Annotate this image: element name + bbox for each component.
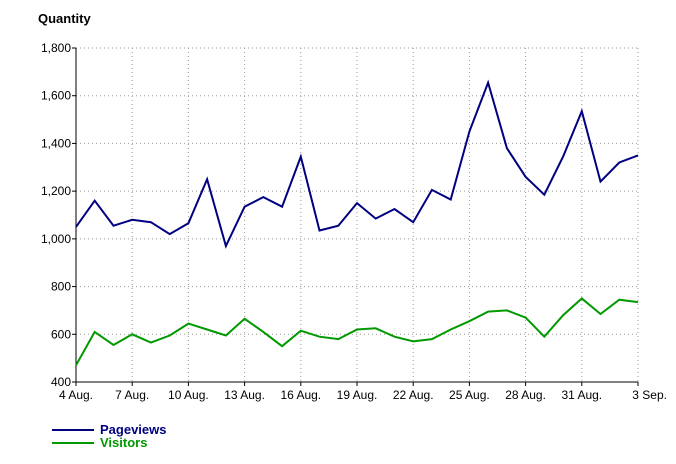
y-tick-label: 1,600	[41, 89, 71, 103]
x-tick-label: 22 Aug.	[393, 388, 434, 402]
series-line-visitors	[75, 297, 639, 366]
x-tick-label: 4 Aug.	[59, 388, 93, 402]
x-tick-label: 25 Aug.	[449, 388, 490, 402]
x-tick-labels: 4 Aug. 7 Aug. 10 Aug. 13 Aug. 16 Aug. 19 Aug.…	[59, 382, 667, 402]
axes	[75, 48, 638, 383]
x-tick-label: 16 Aug.	[280, 388, 321, 402]
x-tick-label: 19 Aug.	[337, 388, 378, 402]
y-tick-label: 400	[51, 375, 71, 389]
x-tick-label: 31 Aug.	[561, 388, 602, 402]
x-tick-label: 7 Aug.	[115, 388, 149, 402]
series-line-pageviews	[75, 79, 639, 249]
y-tick-label: 1,200	[41, 184, 71, 198]
legend-label-visitors: Visitors	[100, 435, 147, 450]
y-tick-labels: 400 600 800 1,000 1,200 1,400 1,600 1,800	[41, 41, 76, 389]
x-tick-label: 28 Aug.	[505, 388, 546, 402]
x-tick-label: 10 Aug.	[168, 388, 209, 402]
series-lines	[75, 79, 639, 366]
y-axis-title: Quantity	[38, 11, 91, 26]
grid-lines	[76, 47, 639, 382]
legend-label-pageviews: Pageviews	[100, 422, 167, 437]
x-tick-label: 13 Aug.	[224, 388, 265, 402]
y-tick-label: 600	[51, 327, 71, 341]
x-tick-label: 3 Sep.	[632, 388, 667, 402]
y-tick-label: 1,400	[41, 136, 71, 150]
y-tick-label: 1,800	[41, 41, 71, 55]
y-tick-label: 1,000	[41, 232, 71, 246]
y-tick-label: 800	[51, 280, 71, 294]
